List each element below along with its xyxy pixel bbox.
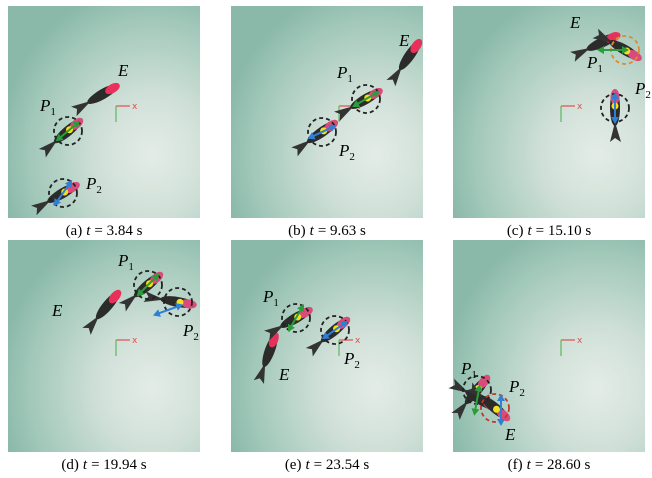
label-subscript: 2	[354, 359, 360, 371]
caption-value: = 23.54 s	[314, 457, 370, 473]
agent-label: E	[278, 365, 290, 384]
label-subscript: 2	[519, 387, 525, 399]
caption-value: = 28.60 s	[535, 457, 591, 473]
label-letter: P	[460, 359, 471, 378]
tank-floor-shade	[231, 240, 423, 452]
label-subscript: 1	[273, 297, 279, 309]
figure: xEP1P2(a)t= 3.84 sxEP1P2(b)t= 9.63 sxEP1…	[0, 0, 652, 478]
agent-label: E	[504, 425, 516, 444]
caption-tag: (b)	[288, 223, 306, 239]
caption-tag: (d)	[61, 457, 79, 473]
label-letter: P	[586, 53, 597, 72]
label-letter: P	[39, 96, 50, 115]
tank-floor-shade	[231, 6, 423, 218]
label-letter: P	[117, 251, 128, 270]
label-subscript: 1	[597, 63, 603, 75]
label-letter: P	[262, 287, 273, 306]
caption-tag: (f)	[508, 457, 523, 473]
caption-value: = 15.10 s	[536, 223, 592, 239]
caption-value: = 3.84 s	[94, 223, 142, 239]
caption-symbol: t	[86, 223, 91, 239]
label-letter: P	[343, 349, 354, 368]
caption-symbol: t	[527, 457, 532, 473]
label-subscript: 2	[193, 331, 199, 343]
label-subscript: 2	[96, 184, 102, 196]
panel-caption: (d)t= 19.94 s	[61, 457, 146, 473]
agent-label: E	[51, 301, 63, 320]
label-letter: E	[51, 301, 63, 320]
label-letter: P	[336, 63, 347, 82]
frame-axis-label: x	[132, 102, 138, 112]
panel: xEP1P2(d)t= 19.94 s	[8, 240, 200, 473]
label-subscript: 1	[128, 261, 134, 273]
label-letter: E	[398, 31, 410, 50]
panel-caption: (a)t= 3.84 s	[66, 223, 143, 239]
label-letter: P	[182, 321, 193, 340]
label-letter: E	[278, 365, 290, 384]
caption-value: = 9.63 s	[318, 223, 366, 239]
caption-value: = 19.94 s	[91, 457, 147, 473]
tank-floor-shade	[453, 240, 645, 452]
agent-label: E	[569, 13, 581, 32]
label-letter: E	[504, 425, 516, 444]
agent-label: E	[398, 31, 410, 50]
label-letter: P	[508, 377, 519, 396]
label-letter: E	[569, 13, 581, 32]
label-subscript: 1	[471, 369, 477, 381]
agent-label: P2	[634, 79, 651, 101]
tank-floor-shade	[8, 6, 200, 218]
label-letter: P	[338, 141, 349, 160]
frame-axis-label: x	[577, 336, 583, 346]
label-letter: P	[85, 174, 96, 193]
label-letter: P	[634, 79, 645, 98]
caption-tag: (e)	[285, 457, 302, 473]
label-letter: E	[117, 61, 129, 80]
label-subscript: 2	[349, 151, 355, 163]
frame-axis-label: x	[132, 336, 138, 346]
label-subscript: 1	[347, 73, 353, 85]
frame-axis-label: x	[355, 336, 361, 346]
frame-axis-label: x	[577, 102, 583, 112]
caption-symbol: t	[305, 457, 310, 473]
panel-caption: (b)t= 9.63 s	[288, 223, 366, 239]
caption-symbol: t	[83, 457, 88, 473]
label-subscript: 2	[645, 89, 651, 101]
caption-symbol: t	[310, 223, 315, 239]
panel-caption: (c)t= 15.10 s	[507, 223, 592, 239]
panel-caption: (f) t= 28.60 s	[508, 457, 591, 473]
panel-caption: (e)t= 23.54 s	[285, 457, 370, 473]
caption-symbol: t	[527, 223, 532, 239]
agent-label: E	[117, 61, 129, 80]
caption-tag: (a)	[66, 223, 83, 239]
label-subscript: 1	[50, 106, 56, 118]
panel: xEP1P2(f)t= 28.60 s	[449, 240, 645, 473]
tank-floor-shade	[8, 240, 200, 452]
caption-tag: (c)	[507, 223, 524, 239]
